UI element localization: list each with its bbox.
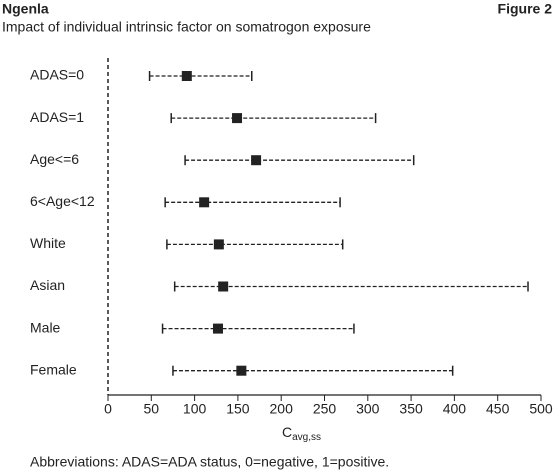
x-tick-label: 100 — [183, 401, 207, 417]
figure-label: Figure 2 — [498, 1, 553, 17]
point-estimate — [199, 197, 210, 208]
brand: Ngenla — [2, 1, 49, 17]
x-axis-label: Cavg,ss — [282, 424, 321, 443]
point-estimate — [218, 281, 229, 292]
x-tick-label: 500 — [529, 401, 553, 417]
category-label: Female — [30, 361, 77, 377]
point-estimate — [212, 323, 223, 334]
point-estimate — [181, 71, 192, 81]
x-axis-label-sub: avg,ss — [292, 432, 321, 443]
category-label: Male — [30, 319, 61, 335]
category-label: Asian — [30, 277, 65, 293]
x-tick-label: 300 — [356, 401, 380, 417]
x-tick-label: 0 — [104, 401, 112, 417]
category-label: Age<=6 — [30, 151, 79, 167]
x-tick-label: 350 — [399, 401, 423, 417]
point-estimate — [251, 155, 262, 166]
point-estimate — [236, 365, 247, 376]
x-axis-label-main: C — [282, 424, 292, 440]
category-label: 6<Age<12 — [30, 193, 95, 209]
x-tick-label: 250 — [313, 401, 337, 417]
footnote: Abbreviations: ADAS=ADA status, 0=negati… — [30, 454, 389, 470]
x-tick-label: 450 — [486, 401, 510, 417]
point-estimate — [232, 113, 243, 124]
x-tick-label: 50 — [144, 401, 160, 417]
category-label: ADAS=0 — [30, 67, 84, 83]
category-label: White — [30, 235, 66, 251]
point-estimate — [213, 239, 224, 250]
x-tick-label: 400 — [443, 401, 467, 417]
subtitle: Impact of individual intrinsic factor on… — [2, 19, 371, 35]
x-tick-label: 150 — [226, 401, 250, 417]
category-label: ADAS=1 — [30, 109, 84, 125]
x-tick-label: 200 — [270, 401, 294, 417]
